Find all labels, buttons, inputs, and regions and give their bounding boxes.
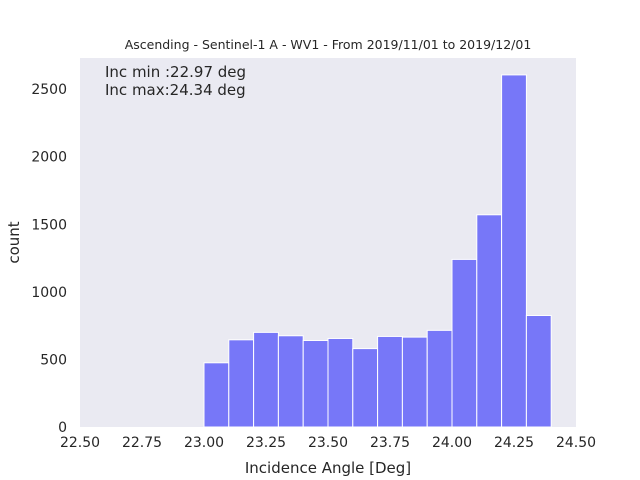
y-axis-label: count: [5, 221, 23, 263]
y-tick-label: 0: [58, 420, 67, 436]
x-tick-label: 22.75: [122, 435, 162, 451]
histogram-bar: [401, 336, 428, 428]
histogram-bar: [228, 339, 255, 428]
inc-max-annotation: Inc max:24.34 deg: [105, 81, 246, 99]
y-tick-label: 2000: [31, 150, 67, 166]
histogram-bar: [501, 74, 527, 428]
x-tick-label: 24.25: [494, 435, 534, 451]
y-tick-label: 500: [40, 352, 67, 368]
y-tick-label: 1000: [31, 285, 67, 301]
histogram-bar: [451, 258, 478, 428]
x-tick-label: 23.75: [370, 435, 410, 451]
histogram-bar: [253, 331, 279, 428]
histogram-bar: [203, 362, 230, 428]
y-tick-label: 1500: [31, 217, 67, 233]
x-tick-label: 22.50: [60, 435, 100, 451]
x-tick-label: 24.00: [432, 435, 472, 451]
x-tick-label: 23.25: [246, 435, 286, 451]
x-tick-label: 23.00: [184, 435, 224, 451]
histogram-bar: [352, 348, 379, 428]
histogram-bar: [302, 339, 329, 428]
chart-title: Ascending - Sentinel-1 A - WV1 - From 20…: [125, 37, 532, 52]
histogram-bar: [476, 214, 503, 428]
y-tick-label: 2500: [31, 82, 67, 98]
histogram-bar: [377, 335, 403, 428]
histogram-bar: [277, 335, 304, 428]
histogram-bar: [426, 329, 453, 428]
x-tick-label: 24.50: [556, 435, 596, 451]
x-axis-label: Incidence Angle [Deg]: [245, 459, 411, 477]
x-tick-label: 23.50: [308, 435, 348, 451]
histogram-bar: [327, 337, 354, 428]
histogram-bar: [525, 314, 552, 428]
inc-min-annotation: Inc min :22.97 deg: [105, 63, 246, 81]
